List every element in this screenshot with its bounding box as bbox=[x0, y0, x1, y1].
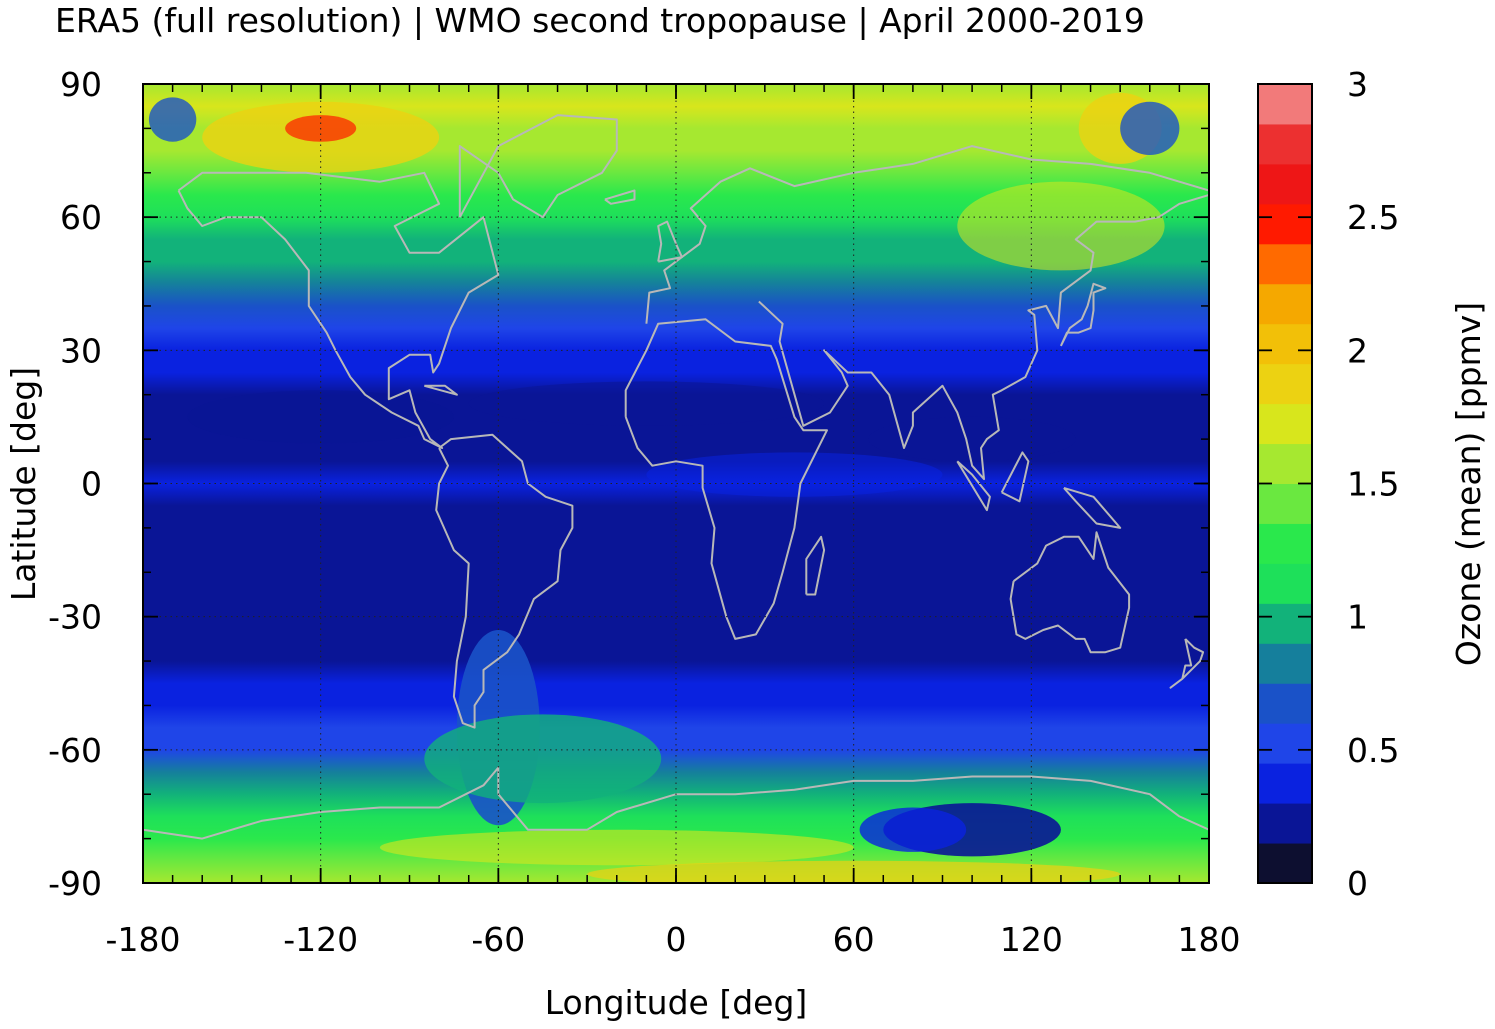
heatmap-region bbox=[187, 390, 454, 444]
y-axis-label: Latitude [deg] bbox=[4, 367, 43, 601]
colorbar-level bbox=[1258, 443, 1312, 484]
coastline bbox=[604, 189, 636, 205]
heatmap-region bbox=[646, 452, 943, 497]
x-tick-label: 120 bbox=[1000, 920, 1063, 959]
coastline bbox=[956, 460, 991, 512]
heatmap-region bbox=[957, 181, 1165, 271]
coastline bbox=[435, 433, 574, 729]
colorbar-level bbox=[1258, 723, 1312, 764]
colorbar-level bbox=[1258, 243, 1312, 285]
heatmap-region bbox=[379, 829, 854, 866]
colorbar-level bbox=[1258, 403, 1312, 445]
heatmap-region bbox=[468, 381, 825, 426]
colorbar-level bbox=[1258, 843, 1312, 884]
colorbar-tick-label: 1 bbox=[1347, 598, 1368, 637]
colorbar-tick-label: 3 bbox=[1347, 65, 1368, 104]
coastline bbox=[624, 318, 828, 640]
colorbar-level bbox=[1258, 323, 1312, 365]
colorbar-level bbox=[1258, 643, 1312, 684]
colorbar-level bbox=[1258, 603, 1312, 644]
colorbar-level bbox=[1258, 523, 1312, 564]
colorbar-level bbox=[1258, 483, 1312, 524]
coastline bbox=[143, 766, 1209, 840]
coastline bbox=[805, 535, 826, 596]
heatmap-region bbox=[1120, 101, 1180, 156]
coastline bbox=[1063, 486, 1122, 529]
colorbar-level bbox=[1258, 84, 1312, 125]
coastline bbox=[458, 114, 618, 219]
heatmap-region bbox=[148, 97, 197, 142]
colorbar-level bbox=[1258, 163, 1312, 205]
chart-title: ERA5 (full resolution) | WMO second trop… bbox=[55, 1, 1145, 40]
y-tick-label: 30 bbox=[60, 331, 102, 370]
x-tick-label: 0 bbox=[666, 920, 687, 959]
coastline bbox=[424, 384, 458, 396]
colorbar-level bbox=[1258, 683, 1312, 724]
y-tick-label: -60 bbox=[48, 731, 102, 770]
map-plot-area bbox=[142, 83, 1210, 884]
coastline bbox=[657, 220, 683, 263]
x-tick-label: 180 bbox=[1178, 920, 1241, 959]
y-tick-label: 90 bbox=[60, 65, 102, 104]
coastline bbox=[758, 194, 1209, 481]
colorbar-level bbox=[1258, 803, 1312, 844]
colorbar-level bbox=[1258, 563, 1312, 604]
colorbar-tick-label: 2 bbox=[1347, 331, 1368, 370]
heatmap-region bbox=[859, 807, 967, 852]
x-tick-label: -60 bbox=[471, 920, 525, 959]
x-tick-label: -120 bbox=[283, 920, 358, 959]
coastline bbox=[1059, 282, 1107, 347]
coastline bbox=[1169, 638, 1205, 689]
heatmap-region bbox=[868, 416, 1076, 462]
y-tick-label: 0 bbox=[81, 465, 102, 504]
colorbar-level bbox=[1258, 203, 1312, 245]
x-axis-label: Longitude [deg] bbox=[545, 983, 808, 1022]
colorbar-tick-label: 0.5 bbox=[1347, 731, 1399, 770]
colorbar: 0 0.5 1 1.5 2 2.5 3 Ozone (mean) [ppmv] bbox=[1257, 65, 1488, 903]
colorbar-level bbox=[1258, 123, 1312, 165]
colorbar-tick-label: 2.5 bbox=[1347, 198, 1399, 237]
colorbar-tick-label: 1.5 bbox=[1347, 465, 1399, 504]
coastline bbox=[645, 145, 1209, 324]
colorbar-frame bbox=[1257, 83, 1313, 884]
colorbar-level bbox=[1258, 763, 1312, 804]
y-tick-label: -30 bbox=[48, 598, 102, 637]
colorbar-tick-label: 0 bbox=[1347, 864, 1368, 903]
heatmap-region bbox=[424, 714, 662, 804]
colorbar-level bbox=[1258, 363, 1312, 405]
coastline bbox=[1009, 531, 1131, 654]
x-tick-label: 60 bbox=[833, 920, 875, 959]
colorbar-label: Ozone (mean) [ppmv] bbox=[1449, 302, 1488, 666]
y-tick-label: 60 bbox=[60, 198, 102, 237]
colorbar-level bbox=[1258, 283, 1312, 325]
y-tick-label: -90 bbox=[48, 864, 102, 903]
coastline bbox=[177, 171, 500, 449]
coastline bbox=[1000, 451, 1030, 503]
x-tick-label: -180 bbox=[106, 920, 181, 959]
